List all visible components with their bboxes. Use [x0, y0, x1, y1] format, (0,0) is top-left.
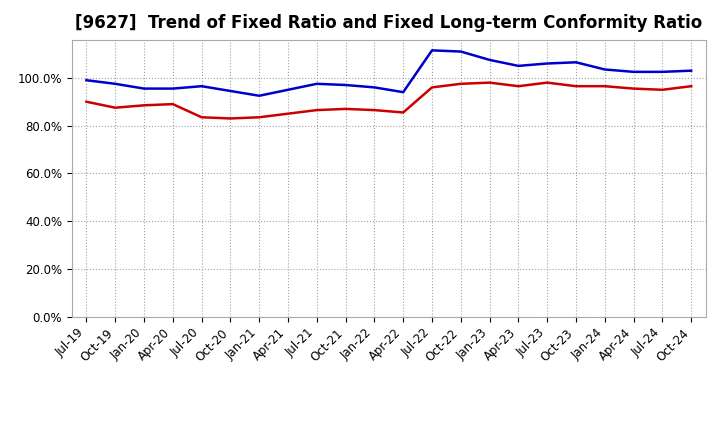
Fixed Long-term Conformity Ratio: [600, 84, 609, 89]
Fixed Ratio: [111, 81, 120, 86]
Line: Fixed Long-term Conformity Ratio: Fixed Long-term Conformity Ratio: [86, 83, 691, 118]
Fixed Ratio: [140, 86, 148, 91]
Fixed Ratio: [687, 68, 696, 73]
Fixed Long-term Conformity Ratio: [284, 111, 292, 116]
Fixed Long-term Conformity Ratio: [197, 115, 206, 120]
Fixed Ratio: [543, 61, 552, 66]
Fixed Long-term Conformity Ratio: [370, 107, 379, 113]
Fixed Long-term Conformity Ratio: [428, 85, 436, 90]
Fixed Ratio: [456, 49, 465, 54]
Fixed Ratio: [168, 86, 177, 91]
Fixed Long-term Conformity Ratio: [168, 102, 177, 107]
Fixed Long-term Conformity Ratio: [82, 99, 91, 104]
Fixed Ratio: [197, 84, 206, 89]
Fixed Ratio: [226, 88, 235, 94]
Fixed Ratio: [82, 77, 91, 83]
Fixed Long-term Conformity Ratio: [687, 84, 696, 89]
Fixed Long-term Conformity Ratio: [140, 103, 148, 108]
Fixed Ratio: [600, 67, 609, 72]
Fixed Long-term Conformity Ratio: [341, 106, 350, 111]
Fixed Long-term Conformity Ratio: [111, 105, 120, 110]
Fixed Ratio: [341, 82, 350, 88]
Fixed Ratio: [658, 69, 667, 74]
Fixed Long-term Conformity Ratio: [255, 115, 264, 120]
Fixed Ratio: [572, 60, 580, 65]
Title: [9627]  Trend of Fixed Ratio and Fixed Long-term Conformity Ratio: [9627] Trend of Fixed Ratio and Fixed Lo…: [75, 15, 703, 33]
Fixed Ratio: [284, 87, 292, 92]
Fixed Ratio: [255, 93, 264, 99]
Fixed Long-term Conformity Ratio: [514, 84, 523, 89]
Fixed Long-term Conformity Ratio: [312, 107, 321, 113]
Fixed Long-term Conformity Ratio: [485, 80, 494, 85]
Line: Fixed Ratio: Fixed Ratio: [86, 50, 691, 96]
Fixed Long-term Conformity Ratio: [399, 110, 408, 115]
Fixed Ratio: [485, 57, 494, 62]
Fixed Ratio: [399, 89, 408, 95]
Fixed Long-term Conformity Ratio: [629, 86, 638, 91]
Fixed Ratio: [514, 63, 523, 69]
Fixed Ratio: [629, 69, 638, 74]
Fixed Long-term Conformity Ratio: [658, 87, 667, 92]
Fixed Long-term Conformity Ratio: [456, 81, 465, 86]
Fixed Ratio: [370, 85, 379, 90]
Fixed Ratio: [312, 81, 321, 86]
Fixed Long-term Conformity Ratio: [543, 80, 552, 85]
Fixed Long-term Conformity Ratio: [572, 84, 580, 89]
Fixed Ratio: [428, 48, 436, 53]
Fixed Long-term Conformity Ratio: [226, 116, 235, 121]
